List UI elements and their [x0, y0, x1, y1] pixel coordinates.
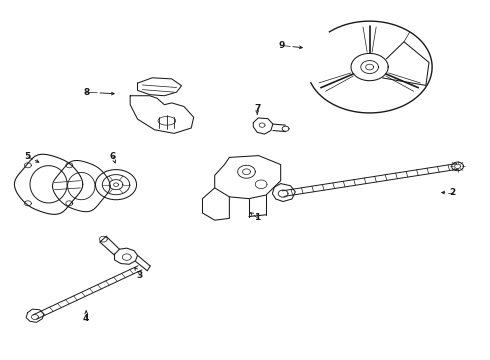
Text: 2: 2	[449, 188, 456, 197]
Text: 5: 5	[24, 152, 31, 161]
Text: 9: 9	[278, 41, 285, 50]
Text: 8: 8	[83, 87, 89, 96]
Text: 3: 3	[137, 270, 143, 279]
Text: 1: 1	[254, 213, 260, 222]
Text: 6: 6	[110, 152, 116, 161]
Text: 4: 4	[83, 314, 89, 323]
Text: 7: 7	[254, 104, 260, 113]
